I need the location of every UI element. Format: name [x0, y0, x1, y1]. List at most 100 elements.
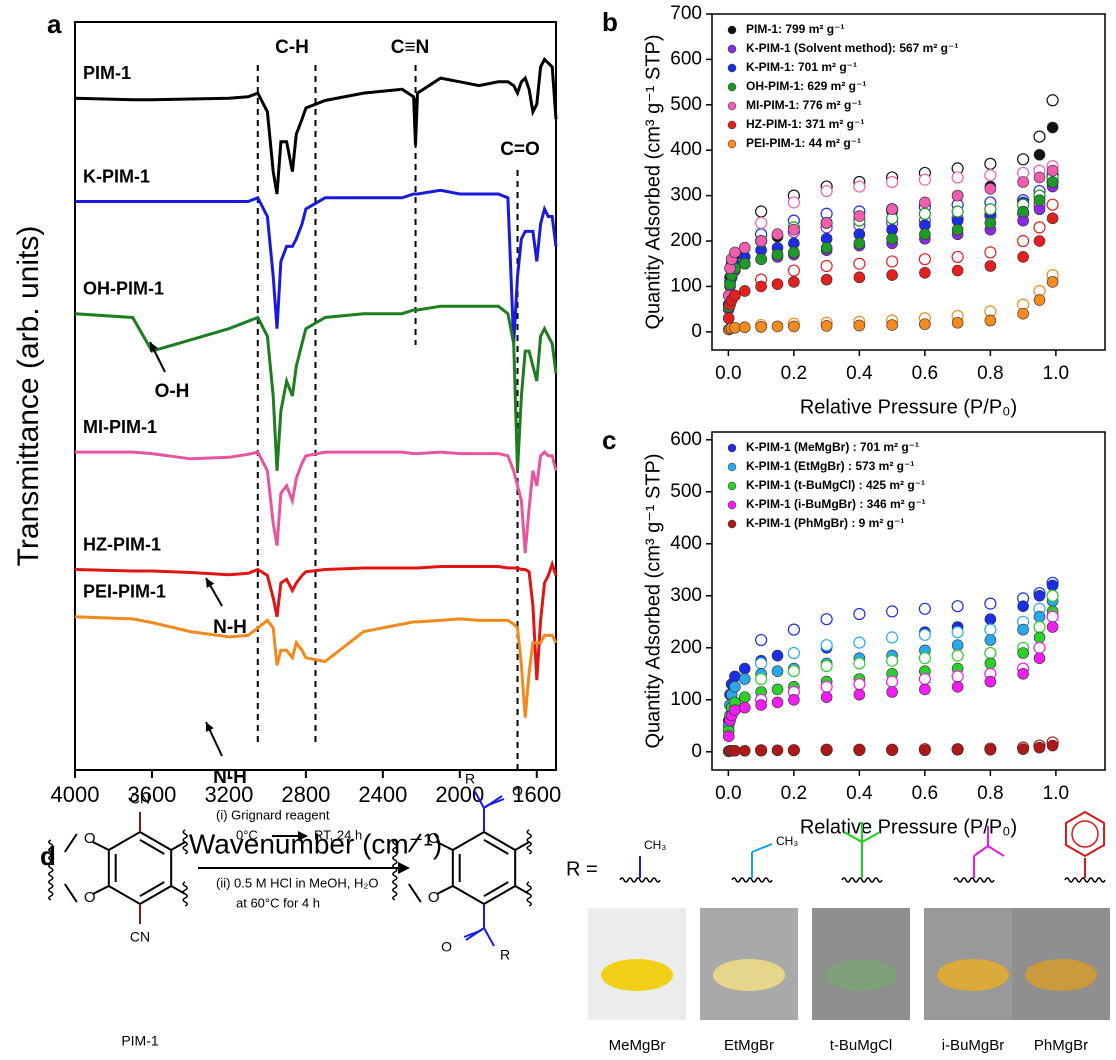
wavy-bond — [526, 829, 532, 855]
adsorption-point — [919, 318, 931, 330]
powder — [825, 959, 897, 991]
desorption-point — [951, 171, 964, 184]
panel-label: a — [47, 9, 62, 39]
adsorption-point — [984, 183, 997, 195]
x-tick-label: 0.6 — [912, 783, 938, 804]
legend-label: K-PIM-1 (MeMgBr) : 701 m² g⁻¹ — [746, 440, 919, 454]
annotation: N-H — [213, 767, 247, 788]
adsorption-point — [755, 253, 767, 265]
axes-frame — [711, 431, 1106, 771]
legend-label: K-PIM-1 (PhMgBr) : 9 m² g⁻¹ — [746, 516, 904, 530]
adsorption-point — [984, 314, 997, 327]
adsorption-point — [919, 267, 931, 279]
adsorption-point — [1046, 164, 1059, 177]
bond — [514, 841, 530, 851]
adsorption-point — [1017, 205, 1029, 218]
adsorption-point — [984, 743, 997, 756]
series-label: PEI-PIM-1 — [83, 581, 166, 601]
adsorption-point — [1033, 148, 1046, 161]
legend-label: PEI-PIM-1: 44 m² g⁻¹ — [746, 136, 861, 150]
adsorption-point — [738, 662, 751, 675]
adsorption-point — [755, 321, 767, 333]
adsorption-point — [820, 744, 833, 757]
bond — [436, 885, 454, 895]
desorption-point — [755, 205, 768, 218]
adsorption-point — [984, 217, 997, 229]
adsorption-point — [722, 730, 735, 743]
adsorption-point — [771, 320, 784, 333]
adsorption-point — [984, 260, 997, 272]
desorption-point — [1046, 94, 1059, 107]
legend-marker — [727, 500, 737, 510]
axes-frame — [711, 13, 1106, 351]
legend-marker — [727, 443, 737, 453]
x-tick-label: 0.8 — [977, 783, 1003, 804]
desorption-point — [787, 646, 800, 660]
x-tick-label: 0.2 — [781, 363, 807, 384]
desorption-point — [951, 626, 964, 639]
desorption-point — [820, 659, 833, 673]
bond — [843, 831, 863, 843]
desorption-point — [820, 680, 833, 693]
legend-label: K-PIM-1 (i-BuMgBr) : 346 m² g⁻¹ — [746, 497, 926, 511]
adsorption-point — [771, 228, 784, 241]
wavy-bond — [1064, 877, 1106, 883]
x-tick-label: 0.8 — [977, 363, 1003, 384]
adsorption-point — [1017, 623, 1029, 636]
adsorption-point — [886, 686, 898, 698]
scheme-text: (ii) 0.5 M HCl in MeOH, H₂O — [216, 875, 379, 890]
scheme-text: R — [500, 947, 510, 963]
adsorption-point — [886, 744, 898, 757]
x-tick-label: 0.6 — [912, 363, 938, 384]
scheme-text: (i) Grignard reagent — [216, 807, 330, 822]
scheme-text: i-BuMgBr — [942, 1037, 1005, 1054]
desorption-point — [918, 672, 931, 686]
legend-marker — [727, 120, 737, 130]
annotation: C≡N — [391, 37, 430, 58]
adsorption-point — [1017, 743, 1029, 756]
adsorption-point — [1046, 176, 1059, 188]
adsorption-point — [853, 210, 866, 222]
legend-label: HZ-PIM-1: 371 m² g⁻¹ — [746, 117, 864, 131]
wavy-bond — [526, 881, 532, 907]
adsorption-point — [1017, 667, 1029, 680]
adsorption-point — [1033, 652, 1046, 665]
series-label: HZ-PIM-1 — [83, 534, 161, 554]
adsorption-point — [788, 246, 800, 259]
adsorption-point — [919, 196, 931, 209]
adsorption-point — [1033, 589, 1046, 602]
x-tick-label: 3600 — [127, 782, 176, 807]
desorption-point — [951, 670, 964, 683]
ring-inner — [1071, 820, 1099, 848]
wavy-bond — [182, 881, 188, 907]
bond — [483, 881, 509, 897]
adsorption-point — [951, 189, 964, 202]
y-tick-label: 200 — [670, 230, 702, 251]
adsorption-point — [755, 699, 767, 711]
adsorption-point — [1046, 121, 1059, 134]
adsorption-point — [738, 673, 751, 685]
ring — [451, 830, 517, 906]
spectrum-line — [74, 304, 558, 471]
legend-label: K-PIM-1: 701 m² g⁻¹ — [746, 60, 857, 74]
legend-marker — [727, 82, 737, 92]
adsorption-point — [853, 744, 866, 757]
scheme-text: PIM-1 — [121, 1033, 159, 1049]
adsorption-point — [886, 319, 898, 331]
adsorption-point — [886, 203, 898, 216]
arrow-head — [298, 831, 308, 841]
scheme-text: O — [428, 889, 440, 906]
adsorption-point — [951, 639, 964, 652]
legend-marker — [727, 481, 737, 491]
desorption-point — [820, 639, 833, 652]
scheme-text: CH₃ — [644, 838, 666, 852]
legend-label: K-PIM-1 (t-BuMgCl) : 425 m² g⁻¹ — [746, 478, 925, 492]
adsorption-point — [788, 223, 800, 236]
wavy-bond — [48, 839, 54, 901]
adsorption-point — [984, 613, 997, 626]
x-axis-label: Wavenumber (cm⁻¹) — [189, 828, 442, 859]
desorption-point — [1033, 620, 1046, 634]
desorption-point — [918, 253, 931, 266]
desorption-point — [918, 602, 931, 615]
adsorption-point — [738, 242, 751, 254]
